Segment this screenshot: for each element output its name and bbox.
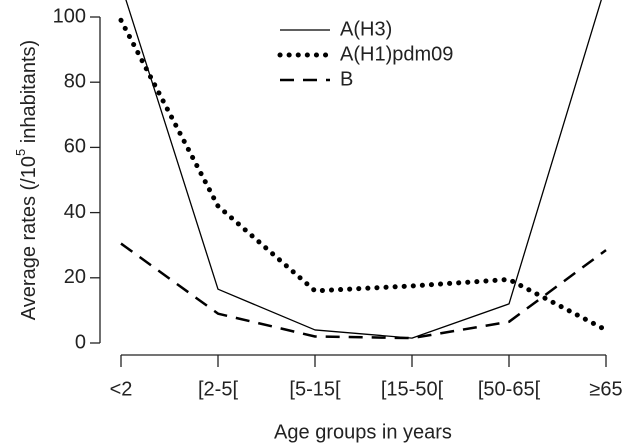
y-tick-label: 0 [75,331,86,353]
y-tick-label: 100 [53,5,86,27]
y-label-text: inhabitants) [18,40,40,149]
y-tick-label: 20 [64,266,86,288]
y-tick-label: 40 [64,201,86,223]
y-tick-label: 60 [64,136,86,158]
y-tick-label: 80 [64,70,86,92]
legend-label: A(H3) [340,18,392,40]
x-tick-label: [15-50[ [381,378,444,400]
y-axis-label: Average rates (/105 inhabitants) [13,40,40,320]
y-label-text: Average rates (/10 [18,156,40,320]
x-tick-label: [5-15[ [289,378,341,400]
legend-label: A(H1)pdm09 [340,43,453,65]
x-tick-label: <2 [110,378,133,400]
y-label-sup: 5 [13,149,28,156]
series-line [118,17,609,333]
x-axis-label: Age groups in years [274,421,452,443]
x-tick-label: ≥65 [589,378,622,400]
legend-label: B [340,68,353,90]
x-tick-label: [50-65[ [478,378,541,400]
x-tick-label: [2-5[ [198,378,238,400]
series-line [120,242,607,340]
series-line [125,0,602,339]
